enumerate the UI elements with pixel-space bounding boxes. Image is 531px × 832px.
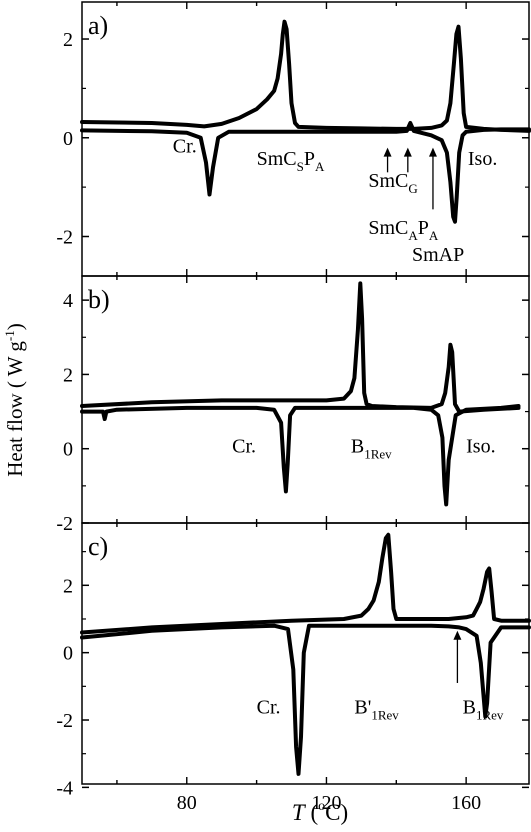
- panel-label: c): [88, 532, 108, 561]
- panel-2: 4 2 0 -2 b) Cr. B1Rev Iso.: [56, 275, 530, 535]
- y-tick-label: 2: [63, 364, 73, 386]
- series-heating: [80, 19, 531, 133]
- phase-label: Cr.: [257, 696, 281, 718]
- y-tick-label: -2: [56, 513, 73, 535]
- y-tick-label: 0: [63, 128, 73, 150]
- phase-label: SmAP: [412, 244, 464, 266]
- series-heating: [80, 532, 531, 635]
- series-cooling: [80, 121, 531, 224]
- arrow-head: [383, 147, 392, 157]
- panel-frame: [81, 522, 530, 785]
- phase-label: SmCAPA: [368, 217, 439, 243]
- y-tick-label: -2: [56, 710, 73, 732]
- arrow-head: [403, 147, 412, 157]
- series-heating: [80, 281, 521, 414]
- series-cooling: [80, 404, 521, 507]
- y-tick-label: 2: [63, 575, 73, 597]
- x-tick-label: 120: [311, 792, 341, 814]
- phase-label: SmCSPA: [257, 148, 325, 174]
- phase-label: B1Rev: [463, 696, 504, 722]
- arrow-head: [453, 630, 462, 640]
- y-tick-label: -2: [56, 227, 73, 249]
- phase-label: Cr.: [173, 136, 197, 158]
- y-tick-label: 4: [63, 290, 73, 312]
- x-tick-label: 80: [177, 792, 197, 814]
- y-tick-label: 0: [63, 643, 73, 665]
- panel-3: 2 0 -2 -4 80 120 160 c) Cr. B'1Rev B1Rev: [56, 522, 531, 814]
- y-tick-label: 2: [63, 29, 73, 51]
- axis-labels: Heat flow ( W g-1) T (oC): [2, 323, 348, 825]
- phase-label: B'1Rev: [354, 696, 399, 722]
- phase-label: Cr.: [232, 435, 256, 457]
- y-tick-label: -4: [56, 777, 73, 799]
- panel-label: a): [88, 11, 108, 40]
- y-tick-label: 0: [63, 439, 73, 461]
- phase-label: SmCG: [368, 170, 417, 196]
- phase-label: B1Rev: [351, 435, 392, 461]
- phase-label: Iso.: [466, 435, 495, 457]
- x-tick-label: 160: [451, 792, 481, 814]
- panel-label: b): [88, 285, 110, 314]
- series-cooling: [80, 623, 531, 776]
- phase-label: Iso.: [468, 148, 497, 170]
- arrow-head: [428, 147, 437, 157]
- x-axis-label: T (oC): [292, 799, 348, 825]
- y-axis-label: Heat flow ( W g-1): [2, 323, 27, 477]
